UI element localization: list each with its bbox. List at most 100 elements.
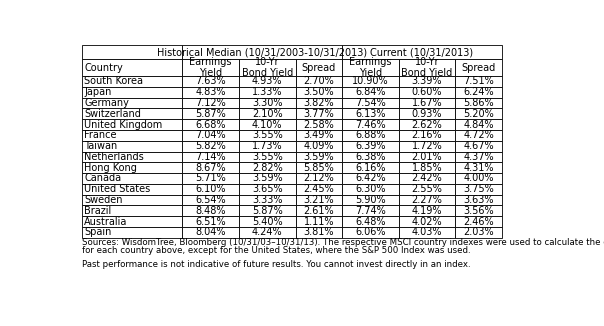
Text: 2.61%: 2.61%: [304, 206, 334, 216]
Bar: [342, 130, 399, 141]
Text: 2.01%: 2.01%: [412, 152, 442, 162]
Text: Netherlands: Netherlands: [84, 152, 144, 162]
Text: Earnings
Yield: Earnings Yield: [349, 57, 391, 79]
Text: 3.21%: 3.21%: [304, 195, 334, 205]
Bar: [295, 98, 342, 109]
Text: 3.55%: 3.55%: [252, 152, 283, 162]
Text: 4.03%: 4.03%: [412, 228, 442, 237]
Text: 5.90%: 5.90%: [355, 195, 386, 205]
Text: 1.11%: 1.11%: [304, 216, 334, 227]
Text: 6.24%: 6.24%: [463, 87, 494, 97]
Text: 6.30%: 6.30%: [355, 184, 385, 194]
Text: Current (10/31/2013): Current (10/31/2013): [370, 47, 474, 57]
Text: 7.04%: 7.04%: [196, 130, 226, 141]
Text: 2.58%: 2.58%: [303, 120, 334, 130]
Text: 3.30%: 3.30%: [252, 98, 283, 108]
Bar: [239, 141, 295, 152]
Text: 2.42%: 2.42%: [411, 173, 442, 184]
Text: 5.87%: 5.87%: [195, 109, 226, 119]
Bar: [182, 195, 239, 205]
Bar: [295, 184, 342, 195]
Text: 4.19%: 4.19%: [412, 206, 442, 216]
Text: Canada: Canada: [84, 173, 121, 184]
Bar: [182, 87, 239, 98]
Text: 3.39%: 3.39%: [412, 77, 442, 86]
Text: Historical Median (10/31/2003-10/31/2013): Historical Median (10/31/2003-10/31/2013…: [157, 47, 367, 57]
Bar: [399, 205, 455, 216]
Text: 2.82%: 2.82%: [252, 163, 283, 173]
Text: 2.46%: 2.46%: [463, 216, 494, 227]
Bar: [455, 59, 502, 76]
Bar: [295, 195, 342, 205]
Text: Earnings
Yield: Earnings Yield: [190, 57, 232, 79]
Text: 2.62%: 2.62%: [411, 120, 442, 130]
Bar: [82, 109, 182, 119]
Text: 6.39%: 6.39%: [355, 141, 385, 151]
Text: 3.77%: 3.77%: [303, 109, 334, 119]
Bar: [239, 59, 295, 76]
Bar: [295, 130, 342, 141]
Text: 6.68%: 6.68%: [196, 120, 226, 130]
Text: 6.06%: 6.06%: [355, 228, 385, 237]
Text: 4.72%: 4.72%: [463, 130, 494, 141]
Bar: [342, 184, 399, 195]
Bar: [182, 130, 239, 141]
Text: Switzerland: Switzerland: [84, 109, 141, 119]
Text: 4.24%: 4.24%: [252, 228, 283, 237]
Text: 6.84%: 6.84%: [355, 87, 385, 97]
Text: 3.33%: 3.33%: [252, 195, 283, 205]
Bar: [342, 173, 399, 184]
Bar: [342, 152, 399, 162]
Text: 4.84%: 4.84%: [463, 120, 493, 130]
Bar: [239, 98, 295, 109]
Bar: [342, 227, 399, 238]
Bar: [399, 141, 455, 152]
Bar: [182, 152, 239, 162]
Bar: [82, 76, 182, 87]
Bar: [239, 195, 295, 205]
Text: 6.48%: 6.48%: [355, 216, 385, 227]
Text: 3.81%: 3.81%: [304, 228, 334, 237]
Bar: [399, 173, 455, 184]
Bar: [399, 76, 455, 87]
Bar: [239, 130, 295, 141]
Bar: [239, 76, 295, 87]
Bar: [182, 205, 239, 216]
Text: 4.31%: 4.31%: [463, 163, 493, 173]
Bar: [239, 162, 295, 173]
Text: 6.51%: 6.51%: [196, 216, 226, 227]
Bar: [182, 76, 239, 87]
Text: 7.51%: 7.51%: [463, 77, 494, 86]
Bar: [399, 98, 455, 109]
Text: 4.10%: 4.10%: [252, 120, 283, 130]
Text: 2.55%: 2.55%: [411, 184, 442, 194]
Text: 4.93%: 4.93%: [252, 77, 283, 86]
Bar: [82, 87, 182, 98]
Bar: [82, 59, 182, 76]
Bar: [399, 87, 455, 98]
Text: 7.12%: 7.12%: [195, 98, 226, 108]
Text: 6.13%: 6.13%: [355, 109, 385, 119]
Bar: [455, 87, 502, 98]
Text: 2.70%: 2.70%: [303, 77, 334, 86]
Text: 3.59%: 3.59%: [252, 173, 283, 184]
Text: Germany: Germany: [84, 98, 129, 108]
Bar: [399, 59, 455, 76]
Text: 3.55%: 3.55%: [252, 130, 283, 141]
Text: Brazil: Brazil: [84, 206, 111, 216]
Bar: [295, 59, 342, 76]
Bar: [399, 195, 455, 205]
Text: 5.86%: 5.86%: [463, 98, 494, 108]
Bar: [239, 227, 295, 238]
Text: 0.60%: 0.60%: [412, 87, 442, 97]
Bar: [82, 152, 182, 162]
Text: Spread: Spread: [461, 63, 496, 73]
Text: 8.04%: 8.04%: [196, 228, 226, 237]
Bar: [342, 205, 399, 216]
Bar: [399, 130, 455, 141]
Bar: [182, 162, 239, 173]
Text: Hong Kong: Hong Kong: [84, 163, 137, 173]
Text: Country: Country: [84, 63, 123, 73]
Bar: [239, 87, 295, 98]
Bar: [182, 173, 239, 184]
